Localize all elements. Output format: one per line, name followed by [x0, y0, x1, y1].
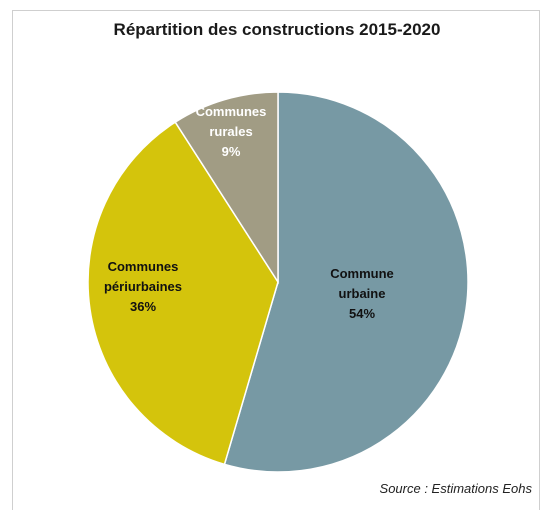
- source-note: Source : Estimations Eohs: [379, 481, 532, 496]
- slice-value-communes-rurales: 9%: [222, 144, 241, 159]
- pie-slice-commune-urbaine: [223, 91, 469, 473]
- slice-name-communes-periurbaines: Communes: [108, 259, 179, 274]
- pie-slice-communes-rurales: [174, 91, 279, 285]
- slice-value-communes-periurbaines: 36%: [130, 299, 156, 314]
- slice-label-communes-periurbaines: Communes périurbaines 36%: [104, 259, 182, 314]
- slice-value-commune-urbaine: 54%: [349, 306, 375, 321]
- slice-label-communes-rurales: Communes rurales 9%: [196, 104, 267, 159]
- slice-label-commune-urbaine: Commune urbaine 54%: [330, 266, 394, 321]
- slice-name-commune-urbaine: urbaine: [339, 286, 386, 301]
- slice-name-communes-periurbaines: périurbaines: [104, 279, 182, 294]
- slice-name-communes-rurales: rurales: [209, 124, 252, 139]
- slice-name-communes-rurales: Communes: [196, 104, 267, 119]
- slice-name-commune-urbaine: Commune: [330, 266, 394, 281]
- pie-slice-communes-periurbaines: [87, 121, 279, 466]
- chart-title: Répartition des constructions 2015-2020: [113, 20, 441, 39]
